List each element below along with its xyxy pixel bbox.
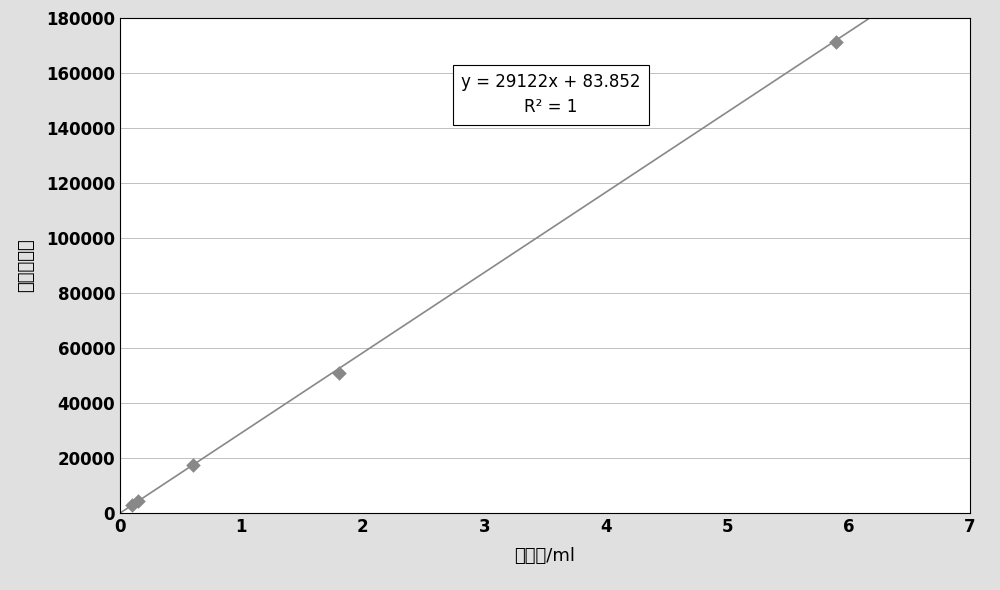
Text: y = 29122x + 83.852
R² = 1: y = 29122x + 83.852 R² = 1 — [461, 73, 641, 116]
Point — [331, 368, 347, 378]
Y-axis label: 核磁信号量: 核磁信号量 — [17, 238, 35, 293]
Point — [130, 496, 146, 506]
Point — [828, 38, 844, 47]
Point — [185, 460, 201, 470]
Point — [124, 500, 140, 510]
X-axis label: 含油量/ml: 含油量/ml — [514, 548, 576, 565]
